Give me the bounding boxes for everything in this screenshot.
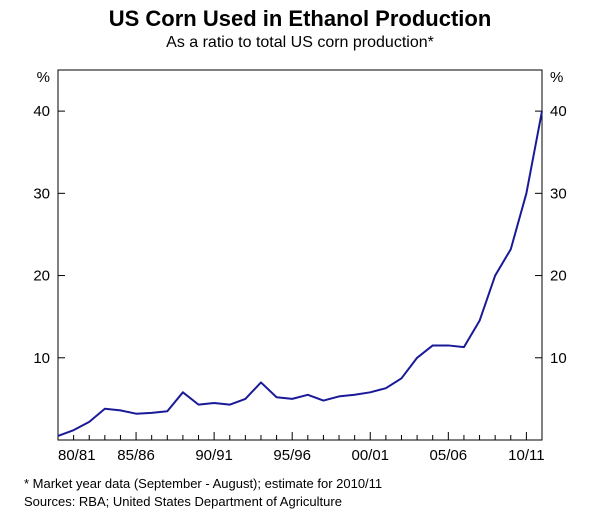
y-tick-label-right: 30 [550, 185, 567, 202]
x-tick-label: 10/11 [508, 447, 544, 464]
x-tick-label: 90/91 [195, 447, 233, 464]
y-unit-right: % [550, 69, 563, 86]
y-tick-label-right: 20 [550, 268, 567, 285]
footnote: * Market year data (September - August);… [24, 476, 382, 491]
y-tick-label-right: 40 [550, 103, 567, 120]
plot-border [58, 70, 542, 440]
y-tick-label-right: 10 [550, 350, 567, 367]
y-tick-label-left: 40 [33, 103, 50, 120]
x-tick-label: 80/81 [58, 447, 96, 464]
chart-container: US Corn Used in Ethanol Production As a … [0, 0, 600, 532]
y-tick-label-left: 30 [33, 185, 50, 202]
x-tick-label: 00/01 [351, 447, 389, 464]
y-tick-label-left: 20 [33, 268, 50, 285]
x-tick-label: 95/96 [273, 447, 311, 464]
y-tick-label-left: 10 [33, 350, 50, 367]
x-tick-label: 05/06 [430, 447, 468, 464]
sources: Sources: RBA; United States Department o… [24, 494, 342, 509]
data-line [58, 111, 542, 436]
y-unit-left: % [37, 69, 50, 86]
chart-svg: 10 10 20 20 30 30 40 40%% 80/81 85/86 90/91 95/96 00… [0, 0, 600, 532]
x-tick-label: 85/86 [117, 447, 155, 464]
